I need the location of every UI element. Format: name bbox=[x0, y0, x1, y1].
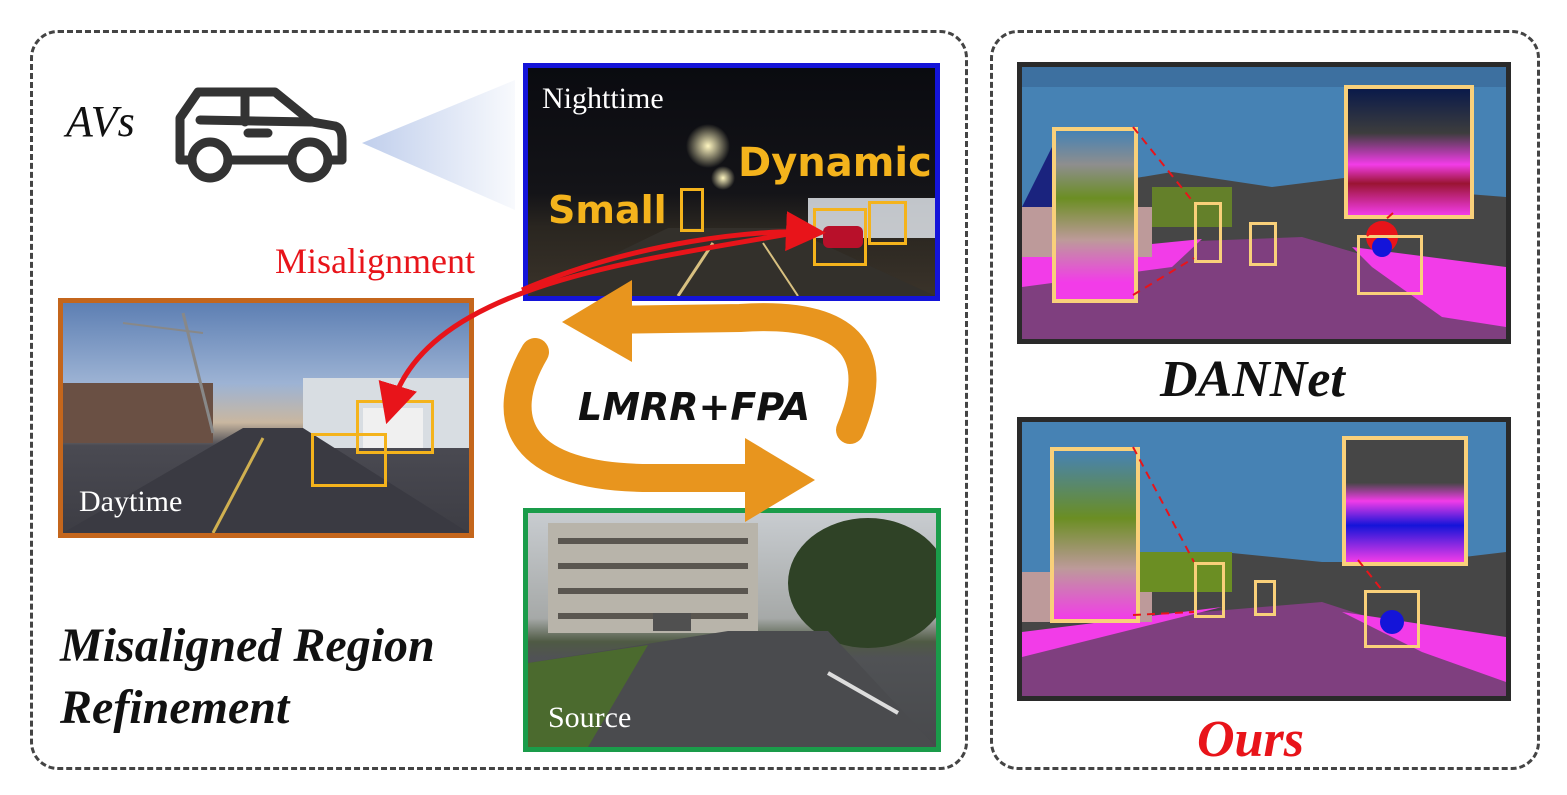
daytime-image: Daytime bbox=[58, 298, 474, 538]
dannet-box-2 bbox=[1249, 222, 1277, 266]
dannet-label: DANNet bbox=[1160, 351, 1345, 408]
panel-title-line2: Refinement bbox=[60, 681, 290, 734]
dannet-box-3 bbox=[1357, 235, 1423, 295]
dannet-zoom-left bbox=[1052, 127, 1138, 303]
ours-zoom-right bbox=[1342, 436, 1468, 566]
vehicle-label: AVs bbox=[66, 97, 135, 146]
dannet-segmentation bbox=[1017, 62, 1511, 344]
ours-label: Ours bbox=[1197, 711, 1304, 768]
method-label: LMRR+FPA bbox=[578, 385, 811, 429]
dynamic-label: Dynamic bbox=[738, 140, 932, 186]
ours-box-2 bbox=[1254, 580, 1276, 616]
small-label: Small bbox=[548, 188, 667, 232]
nighttime-label: Nighttime bbox=[542, 82, 664, 115]
dannet-box-1 bbox=[1194, 202, 1222, 263]
left-panel bbox=[30, 30, 968, 770]
dynamic-object-box bbox=[813, 208, 867, 266]
misaligned-region-box-2 bbox=[311, 433, 387, 487]
dannet-zoom-right bbox=[1344, 85, 1474, 219]
misalignment-label: Misalignment bbox=[275, 241, 475, 281]
daytime-label: Daytime bbox=[79, 485, 183, 518]
source-label: Source bbox=[548, 701, 632, 734]
dynamic-object-box-2 bbox=[868, 201, 907, 245]
ours-box-3 bbox=[1364, 590, 1420, 648]
ours-segmentation bbox=[1017, 417, 1511, 701]
panel-title-line1: Misaligned Region bbox=[60, 619, 435, 672]
right-panel bbox=[990, 30, 1540, 770]
source-image: Source bbox=[523, 508, 941, 752]
ours-zoom-left bbox=[1050, 447, 1140, 623]
nighttime-image: Nighttime Dynamic Small bbox=[523, 63, 940, 301]
small-object-box bbox=[680, 188, 704, 232]
ours-box-1 bbox=[1194, 562, 1225, 618]
